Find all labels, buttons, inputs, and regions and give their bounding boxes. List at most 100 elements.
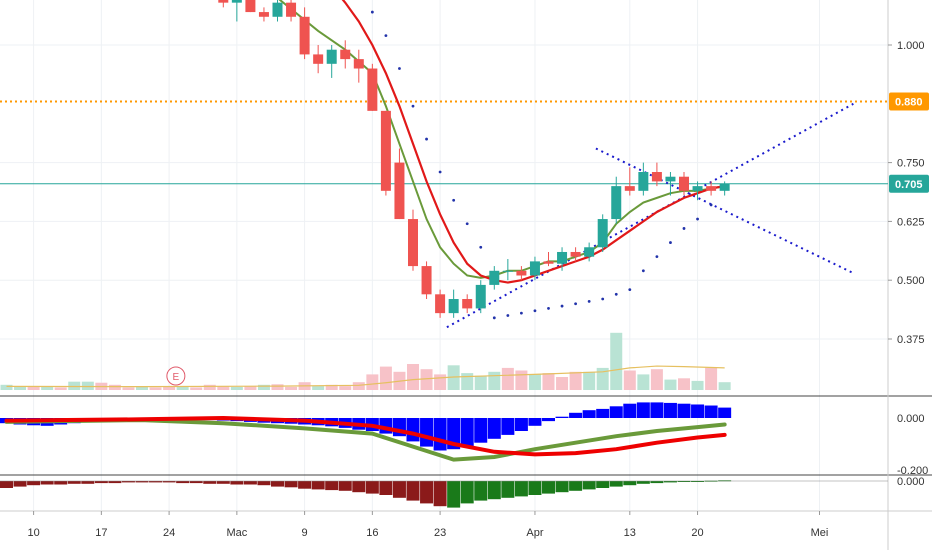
oscillator-histogram-bar	[311, 481, 325, 490]
volume-bar	[108, 384, 121, 390]
macd-histogram-bar	[663, 402, 677, 418]
volume-bar	[528, 374, 541, 390]
candle	[448, 299, 459, 314]
price-pane[interactable]: E	[0, 0, 888, 390]
volume-bar	[691, 380, 704, 390]
candle	[679, 176, 689, 191]
oscillator-histogram-bar	[663, 481, 677, 483]
candle	[340, 49, 351, 60]
volume-bar	[163, 386, 176, 390]
volume-bar	[149, 387, 162, 390]
macd-histogram-bar	[650, 402, 664, 418]
volume-bar	[583, 371, 596, 390]
macd-histogram-bar	[718, 407, 732, 418]
volume-bar	[420, 369, 433, 390]
volume-bar	[325, 384, 338, 390]
macd-signal-line	[4, 418, 727, 462]
candle	[529, 261, 540, 276]
oscillator-histogram-bar	[487, 481, 501, 500]
time-axis[interactable]: 10 17 24 Mac 9 16 23 Apr 13 20 Mei	[27, 511, 828, 539]
earnings-event-marker[interactable]	[166, 366, 186, 386]
price-tick-label: 1.000	[897, 40, 925, 52]
oscillator-histogram-bar	[460, 481, 474, 504]
oscillator-histogram-bar	[623, 481, 637, 486]
oscillator-histogram-bar	[406, 481, 420, 501]
oscillator-histogram-bar	[135, 481, 149, 483]
candle	[638, 172, 649, 191]
volume-bar	[312, 386, 325, 390]
oscillator-histogram-bar	[67, 481, 81, 484]
candle	[435, 294, 446, 314]
volume-bar	[176, 386, 189, 390]
psar-dot	[452, 198, 456, 202]
oscillator-histogram-bar	[13, 481, 27, 487]
volume-bar	[434, 374, 447, 390]
volume-bar	[461, 373, 474, 390]
candle	[313, 54, 324, 64]
candle	[380, 110, 391, 191]
ma-slow-line	[341, 0, 725, 284]
volume-bar	[474, 375, 487, 390]
candle	[665, 176, 676, 182]
oscillator-histogram-bar	[420, 481, 434, 504]
volume-bar	[501, 367, 514, 390]
oscillator-histogram-bar	[555, 481, 569, 493]
time-tick-label: Mei	[811, 527, 829, 539]
macd-histogram-bar	[542, 418, 555, 422]
candle	[462, 299, 473, 309]
volume-bar	[379, 366, 392, 390]
candle	[543, 261, 554, 264]
oscillator-histogram-bar	[636, 481, 650, 484]
psar-dot	[370, 10, 374, 14]
macd-pane[interactable]	[0, 402, 732, 462]
candle	[611, 186, 622, 220]
oscillator-histogram-bar	[325, 481, 339, 491]
macd-histogram-bar	[691, 404, 705, 418]
macd-histogram-bar	[460, 418, 474, 447]
price-tick-label: 0.750	[897, 158, 925, 170]
macd-histogram-bar	[636, 402, 650, 418]
candle	[258, 12, 269, 17]
volume-bar	[556, 377, 569, 390]
psar-dot	[492, 316, 496, 320]
psar-dot	[628, 288, 632, 292]
volume-bar	[718, 382, 731, 390]
price-tick-label: 0.625	[897, 216, 925, 228]
candle	[272, 2, 283, 17]
volume-bar	[230, 386, 243, 390]
psar-dot	[533, 309, 537, 313]
psar-dot	[425, 137, 428, 141]
oscillator-histogram-bar	[257, 481, 271, 486]
oscillator-histogram-bar	[596, 481, 610, 488]
candle	[408, 219, 418, 267]
candle	[286, 2, 297, 17]
macd-histogram-bar	[528, 418, 542, 426]
psar-dot	[398, 67, 401, 70]
volume-bar	[650, 369, 663, 390]
psar-dot	[669, 241, 672, 244]
macd-histogram-bar	[569, 412, 583, 418]
time-tick-label: 16	[366, 527, 378, 539]
oscillator-histogram-bar	[677, 481, 691, 482]
oscillator-histogram-bar	[338, 481, 352, 491]
volume-bar	[596, 367, 609, 390]
volume-bar	[136, 386, 148, 390]
time-tick-label: 20	[691, 527, 703, 539]
oscillator-pane[interactable]	[0, 480, 888, 508]
psar-dot	[465, 222, 469, 226]
psar-dot	[601, 297, 605, 301]
psar-dot	[641, 269, 645, 273]
psar-dot	[587, 299, 591, 303]
volume-bar	[41, 386, 54, 390]
macd-histogram-bar	[501, 418, 515, 435]
price-axis[interactable]: 1.000 0.750 0.625 0.500 0.375 0.880 0.705 0.000…	[888, 40, 929, 488]
oscillator-histogram-bar	[0, 481, 13, 488]
volume-bar	[569, 371, 582, 390]
volume-ma-line	[6, 365, 725, 388]
volume-bar	[488, 371, 501, 390]
psar-dot	[655, 255, 659, 259]
macd-histogram-bar	[555, 416, 569, 418]
macd-histogram-bar	[623, 403, 637, 418]
oscillator-histogram-bar	[501, 481, 515, 498]
